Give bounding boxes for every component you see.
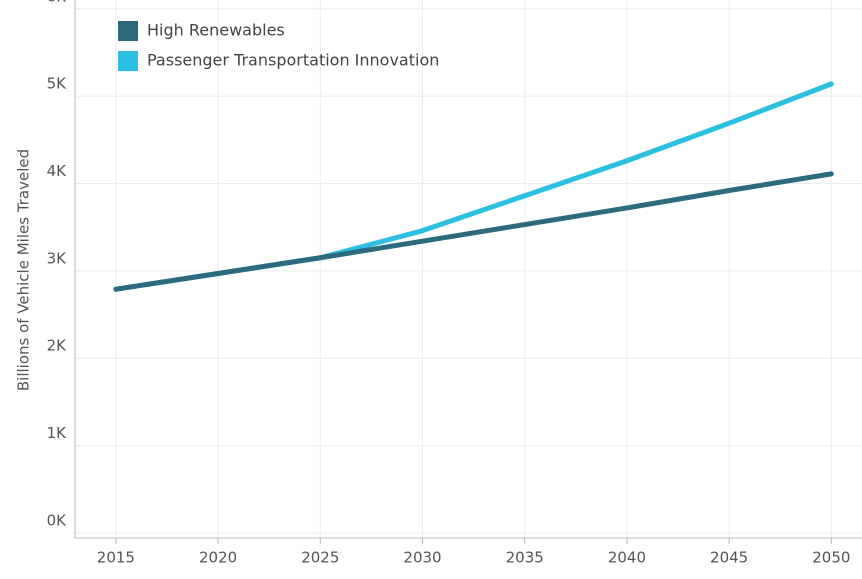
y-tick-label: 1K	[47, 424, 68, 442]
legend-swatch	[118, 51, 138, 71]
legend-label: Passenger Transportation Innovation	[147, 51, 439, 70]
y-tick-label: 6K	[47, 0, 68, 5]
legend-swatch	[118, 21, 138, 41]
y-tick-label: 5K	[47, 75, 68, 93]
y-tick-label: 4K	[47, 162, 68, 180]
x-tick-label: 2030	[403, 549, 441, 567]
y-tick-label: 3K	[47, 249, 68, 267]
x-tick-label: 2050	[812, 549, 850, 567]
y-axis-label: Billions of Vehicle Miles Traveled	[15, 149, 33, 391]
series-line	[113, 171, 834, 292]
series-line	[113, 81, 834, 292]
x-tick-label: 2025	[301, 549, 339, 567]
x-tick-label: 2045	[710, 549, 748, 567]
x-tick-label: 2035	[506, 549, 544, 567]
x-tick-label: 2020	[199, 549, 237, 567]
legend-label: High Renewables	[147, 21, 285, 40]
x-tick-label: 2040	[608, 549, 646, 567]
y-tick-label: 0K	[47, 512, 68, 530]
y-tick-label: 2K	[47, 337, 68, 355]
x-tick-label: 2015	[97, 549, 135, 567]
